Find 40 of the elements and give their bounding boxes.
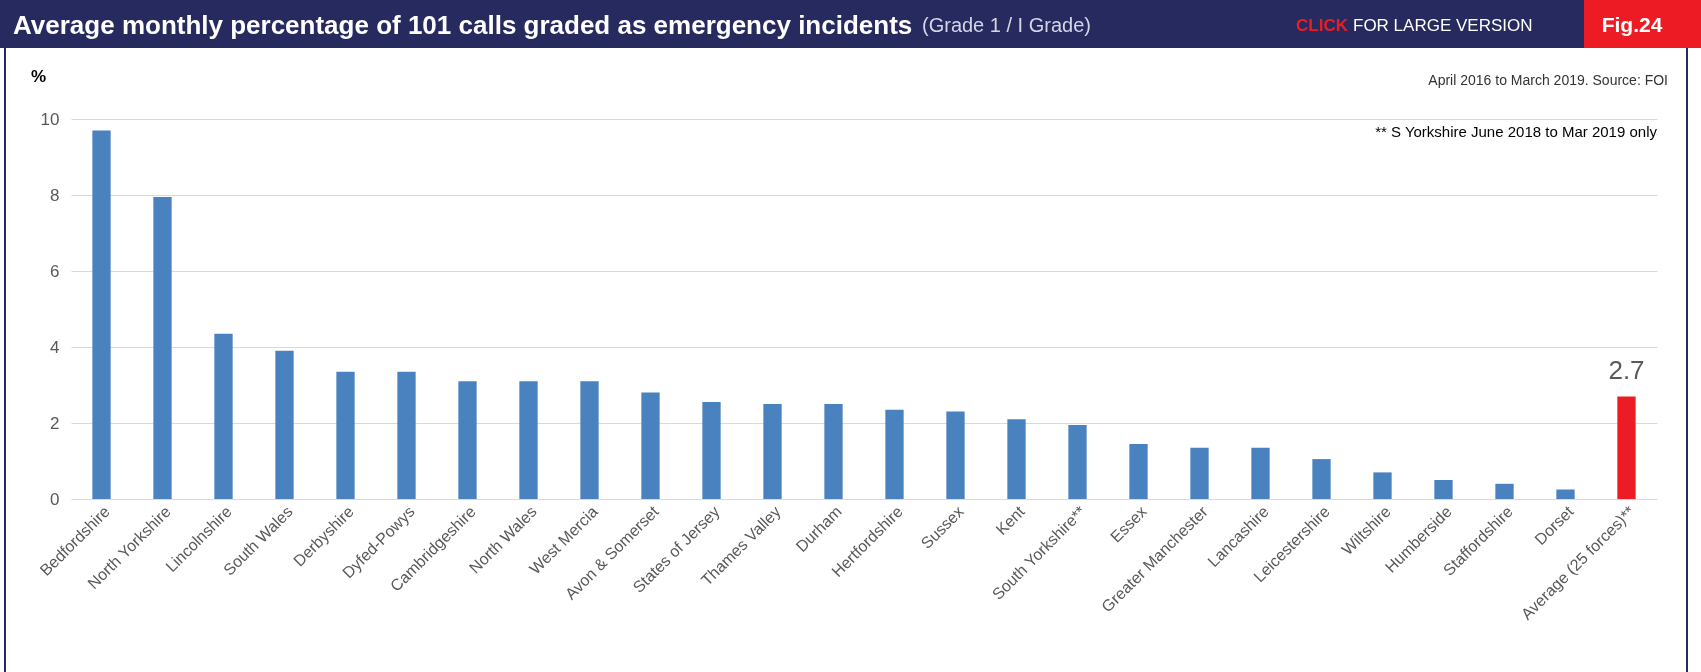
bar bbox=[1556, 489, 1575, 499]
bar bbox=[153, 196, 172, 499]
bar bbox=[1495, 483, 1514, 499]
caption: Fig.24 bbox=[1601, 13, 1663, 36]
bar bbox=[458, 381, 477, 499]
y-tick-label: 0 bbox=[50, 489, 60, 509]
bar bbox=[1373, 472, 1392, 499]
y-tick-label: 8 bbox=[50, 185, 60, 205]
bar bbox=[580, 381, 599, 499]
y-tick-label: 6 bbox=[50, 261, 60, 281]
chart-title: Average monthly percentage of 101 calls graded as emergency incidents bbox=[13, 10, 913, 40]
bar bbox=[214, 333, 233, 499]
bar bbox=[1129, 443, 1148, 499]
bar bbox=[336, 371, 355, 499]
y-tick-label: 10 bbox=[40, 109, 60, 129]
bar bbox=[397, 371, 416, 499]
bar bbox=[1312, 459, 1331, 499]
bar bbox=[1068, 424, 1087, 499]
annotation: ** S Yorkshire June 2018 to Mar 2019 only bbox=[1375, 123, 1658, 140]
bar bbox=[1251, 447, 1270, 499]
bar bbox=[946, 411, 965, 499]
bar bbox=[1617, 396, 1636, 499]
chart-subtitle: (Grade 1 / I Grade) bbox=[922, 14, 1091, 36]
data-label: 2.7 bbox=[1608, 355, 1645, 386]
bar bbox=[702, 402, 721, 499]
y-tick-label: 4 bbox=[50, 337, 60, 357]
bar bbox=[1190, 447, 1209, 499]
bar bbox=[92, 130, 111, 499]
bar bbox=[763, 404, 782, 499]
text: CLICK FOR LARGE VERSION bbox=[1296, 16, 1533, 35]
bar bbox=[519, 381, 538, 499]
bar bbox=[275, 350, 294, 499]
bar bbox=[1007, 419, 1026, 499]
y-tick-label: 2 bbox=[50, 413, 60, 433]
bar bbox=[641, 392, 660, 499]
bar bbox=[1434, 480, 1453, 499]
y-axis-title: % bbox=[30, 66, 47, 86]
text: April 2016 to March 2019. Source: FOI bbox=[1428, 72, 1668, 88]
bar bbox=[824, 404, 843, 499]
bar bbox=[885, 409, 904, 499]
